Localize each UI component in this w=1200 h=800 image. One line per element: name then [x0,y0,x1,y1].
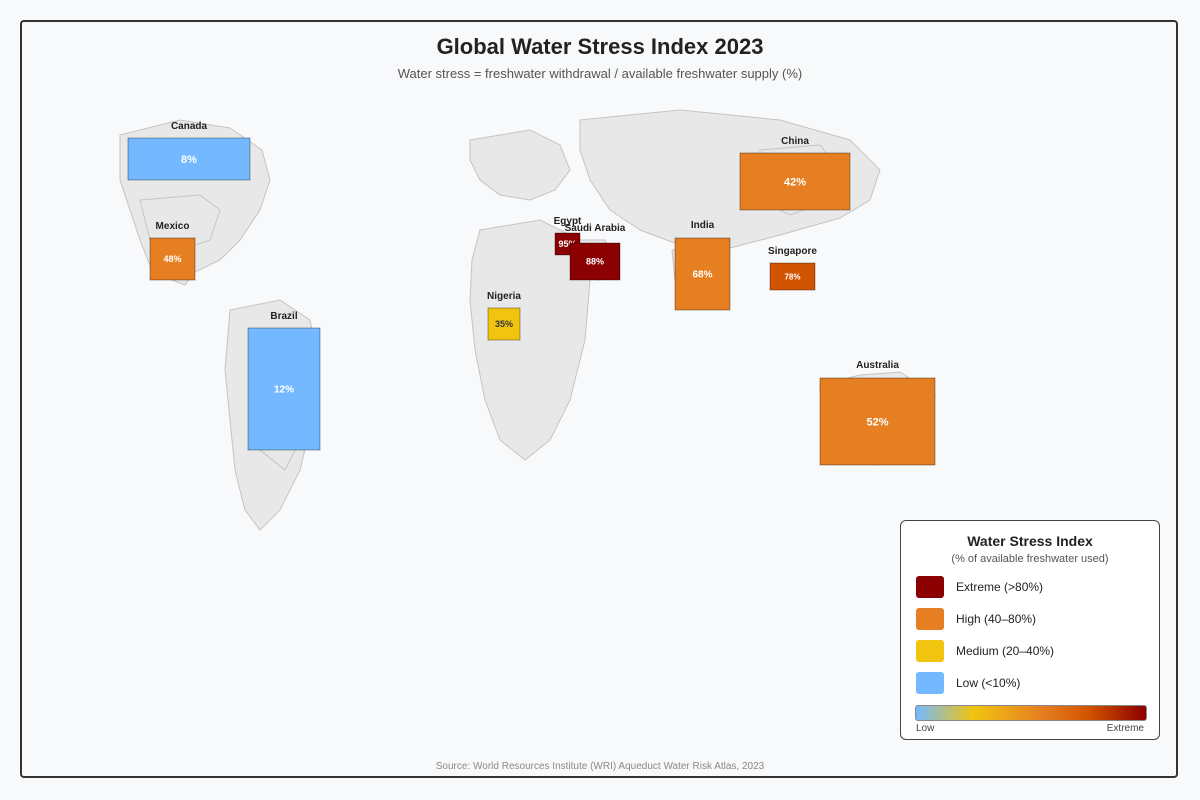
map-subtitle: Water stress = freshwater withdrawal / a… [397,66,803,81]
legend-swatch [916,576,944,598]
country-value-label: 95% [558,239,576,249]
country-marker-nigeria[interactable] [487,307,521,341]
legend-item-label: Low (<10%) [956,676,1021,690]
legend-item-medium: Medium (20–40%) [916,640,1146,662]
country-value-label: 88% [586,257,604,267]
country-marker-australia[interactable] [819,377,936,466]
country-value-label: 48% [163,254,181,264]
legend-item-low: Low (<10%) [916,672,1146,694]
legend-item-label: High (40–80%) [956,612,1037,626]
legend-swatch [916,640,944,662]
gradient-bar [915,705,1147,721]
country-marker-saudi-arabia[interactable] [569,242,621,281]
country-value-label: 42% [784,176,806,188]
country-marker-brazil[interactable] [247,327,321,451]
country-value-label: 35% [495,319,513,329]
country-value-label: 68% [692,270,712,281]
legend-title: Water Stress Index [967,533,1093,549]
country-name-label: Brazil [270,311,297,322]
asia-landmass [579,109,881,249]
country-name-label: India [691,220,715,231]
country-marker-canada[interactable] [127,137,251,181]
europe-landmass [469,129,571,201]
legend-item-high: High (40–80%) [916,608,1146,630]
gradient-low-label: Low [916,723,935,734]
country-name-label: Saudi Arabia [565,223,626,234]
country-value-label: 12% [274,385,294,396]
country-name-label: Canada [171,121,208,132]
country-marker-china[interactable] [739,152,851,211]
gradient-high-label: Extreme [1106,723,1144,734]
country-marker-india[interactable] [674,237,731,311]
legend: Water Stress Index (% of available fresh… [900,520,1160,740]
country-name-label: Mexico [156,221,190,232]
legend-item-extreme: Extreme (>80%) [916,576,1146,598]
country-name-label: Australia [856,360,899,371]
country-name-label: China [781,136,809,147]
country-value-label: 52% [866,416,888,428]
legend-subtitle: (% of available freshwater used) [951,553,1109,565]
country-value-label: 8% [181,154,197,166]
legend-swatch [916,672,944,694]
source-note: Source: World Resources Institute (WRI) … [435,761,765,772]
legend-item-label: Medium (20–40%) [956,644,1055,658]
legend-item-label: Extreme (>80%) [956,580,1044,594]
country-marker-singapore[interactable] [769,262,816,291]
country-name-label: Egypt [554,216,582,227]
legend-swatch [916,608,944,630]
country-value-label: 78% [784,272,800,281]
country-marker-mexico[interactable] [149,237,196,281]
country-name-label: Nigeria [487,291,521,302]
country-name-label: Singapore [768,246,817,257]
map-title: Global Water Stress Index 2023 [436,34,764,59]
